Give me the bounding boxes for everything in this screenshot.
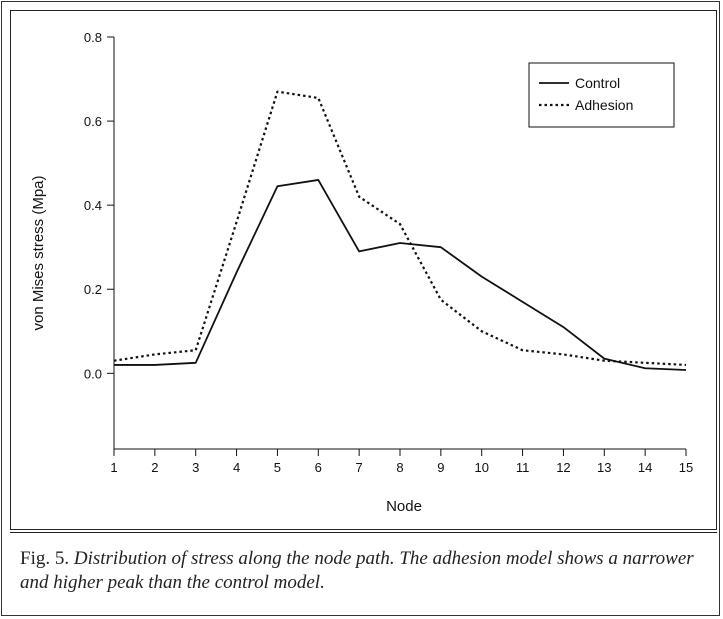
x-tick-label: 2 [151, 460, 158, 475]
x-tick-label: 4 [233, 460, 240, 475]
x-tick-label: 9 [437, 460, 444, 475]
y-axis-label: von Mises stress (Mpa) [30, 175, 47, 330]
x-tick-label: 5 [274, 460, 281, 475]
y-tick-label: 0.8 [84, 30, 102, 45]
chart-lines [113, 90, 687, 371]
x-tick-label: 11 [516, 460, 530, 475]
y-tick-label: 0.2 [84, 282, 102, 297]
chart-legend: Control Adhesion [528, 62, 675, 128]
x-tick-label: 1 [110, 460, 117, 475]
caption-panel: Fig. 5. Distribution of stress along the… [10, 532, 717, 613]
x-axis-label: Node [386, 498, 422, 515]
caption-label: Fig. 5. [20, 548, 70, 569]
x-tick-label: 8 [396, 460, 403, 475]
x-tick-label: 3 [192, 460, 199, 475]
x-tick-label: 13 [597, 460, 611, 475]
series-line-adhesion [113, 90, 687, 367]
chart-panel: 0.0 0.2 0.4 0.6 0.8 1 2 3 4 5 6 7 8 9 10 11 12 13 14 15 Con… [10, 10, 717, 530]
x-tick-label: 14 [638, 460, 652, 475]
y-tick-label: 0.6 [84, 114, 102, 129]
x-tick-label: 10 [474, 460, 488, 475]
x-tick-label: 6 [315, 460, 322, 475]
x-tick-label: 7 [356, 460, 363, 475]
y-tick-label: 0.4 [84, 198, 102, 213]
y-tick-label: 0.0 [84, 366, 102, 381]
x-tick-label: 12 [556, 460, 570, 475]
series-line-control [114, 179, 687, 371]
line-chart: 0.00.20.40.60.81 2 3 4 5 6 7 8 9 10 11 12 13 14 15 Con… [30, 30, 693, 515]
x-tick-label: 15 [679, 460, 693, 475]
legend-box [528, 62, 675, 128]
caption-text: Distribution of stress along the node pa… [20, 548, 694, 593]
legend-label-control: Control [575, 75, 620, 91]
legend-label-adhesion: Adhesion [575, 97, 633, 113]
figure-caption: Fig. 5. Distribution of stress along the… [20, 547, 710, 595]
chart-ticks: 0.00.20.40.60.81 2 3 4 5 6 7 8 9 10 11 12 13 14 15 [84, 30, 693, 475]
